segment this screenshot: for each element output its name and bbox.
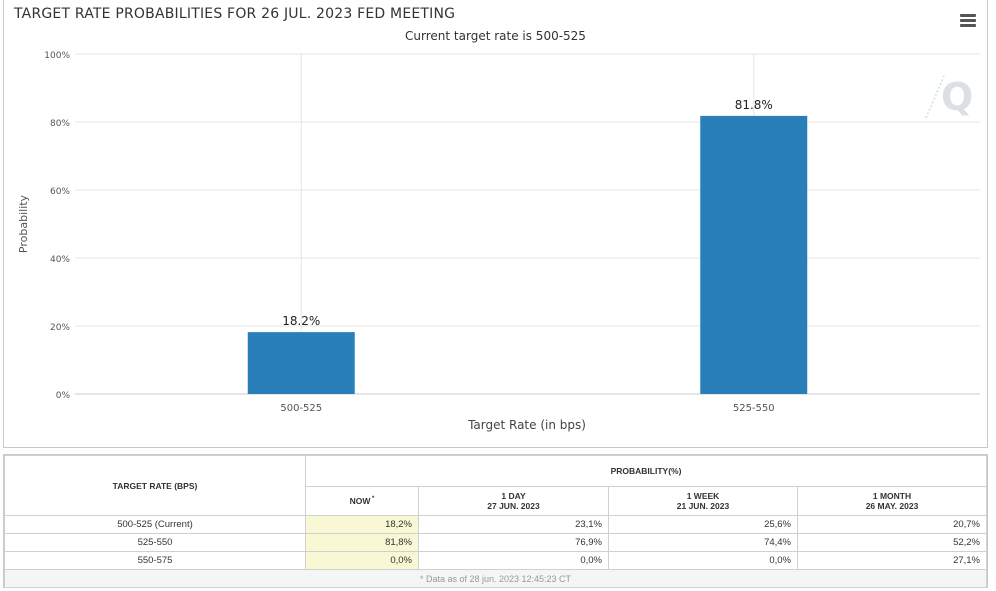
bar [247,332,355,394]
column-header-1-week: 1 WEEK 21 JUN. 2023 [608,486,798,516]
table-row: 550-575 0,0% 0,0% 0,0% 27,1% [4,551,987,570]
value-cell-1-week: 0,0% [608,551,798,570]
y-tick-label: 80% [50,119,70,129]
q-logo-icon: Q [925,75,973,119]
table-row: 525-550 81,8% 76,9% 74,4% 52,2% [4,533,987,552]
chart-title: TARGET RATE PROBABILITIES FOR 26 JUL. 20… [14,6,456,22]
x-tick-label: 500-525 [280,403,322,414]
value-cell-now: 0,0% [305,551,419,570]
rate-cell: 525-550 [4,533,306,552]
table-footnote-row: * Data as of 28 jun. 2023 12:45:23 CT [4,569,987,588]
x-axis-title: Target Rate (in bps) [467,418,586,432]
hamburger-menu-icon [960,14,976,17]
table-row: 500-525 (Current) 18,2% 23,1% 25,6% 20,7… [4,515,987,534]
value-cell-1-day: 76,9% [418,533,609,552]
value-cell-1-month: 52,2% [797,533,987,552]
data-label: 18.2% [282,314,320,328]
value-cell-1-week: 74,4% [608,533,798,552]
y-tick-label: 100% [44,51,70,61]
rate-cell: 500-525 (Current) [4,515,306,534]
value-cell-1-day: 23,1% [418,515,609,534]
data-label: 81.8% [735,98,773,112]
column-header-row: NOW * 1 DAY 27 JUN. 2023 1 WEEK 21 JUN. 20… [5,486,987,516]
q-logo-text: Q [941,75,973,119]
value-cell-now: 18,2% [305,515,419,534]
axis-ticks: 0% 20% 40% 60% 80% 100% 500-525 525-550 [44,51,774,414]
column-header-now: NOW * [305,486,419,516]
probability-table: TARGET RATE (BPS) PROBABILITY(%) NOW * 1… [4,455,987,588]
column-header-1-month: 1 MONTH 26 MAY. 2023 [797,486,987,516]
chart-subtitle: Current target rate is 500-525 [405,29,586,43]
bar [700,115,808,394]
column-header-1-day: 1 DAY 27 JUN. 2023 [418,486,609,516]
data-timestamp-footnote: * Data as of 28 jun. 2023 12:45:23 CT [4,569,987,588]
value-cell-1-week: 25,6% [608,515,798,534]
probability-table-panel: TARGET RATE (BPS) PROBABILITY(%) NOW * 1… [3,454,988,588]
chart-panel: TARGET RATE PROBABILITIES FOR 26 JUL. 20… [3,0,988,448]
grid-lines [75,53,980,395]
bar-chart: 18.2% 81.8% 0% 20% 40% 60% 80% 100% 500-525 525-… [17,51,980,432]
x-tick-label: 525-550 [733,403,775,414]
rate-cell: 550-575 [4,551,306,570]
value-cell-1-day: 0,0% [418,551,609,570]
bars [247,115,808,394]
y-tick-label: 0% [56,391,71,401]
chart-menu-button[interactable] [960,14,976,28]
y-tick-label: 60% [50,187,70,197]
target-rate-header: TARGET RATE (BPS) [4,455,306,516]
probability-header: PROBABILITY(%) [305,455,987,487]
data-labels: 18.2% 81.8% [282,98,773,328]
y-tick-label: 40% [50,255,70,265]
value-cell-1-month: 20,7% [797,515,987,534]
value-cell-1-month: 27,1% [797,551,987,570]
value-cell-now: 81,8% [305,533,419,552]
y-tick-label: 20% [50,323,70,333]
y-axis-title: Probability [17,194,30,253]
